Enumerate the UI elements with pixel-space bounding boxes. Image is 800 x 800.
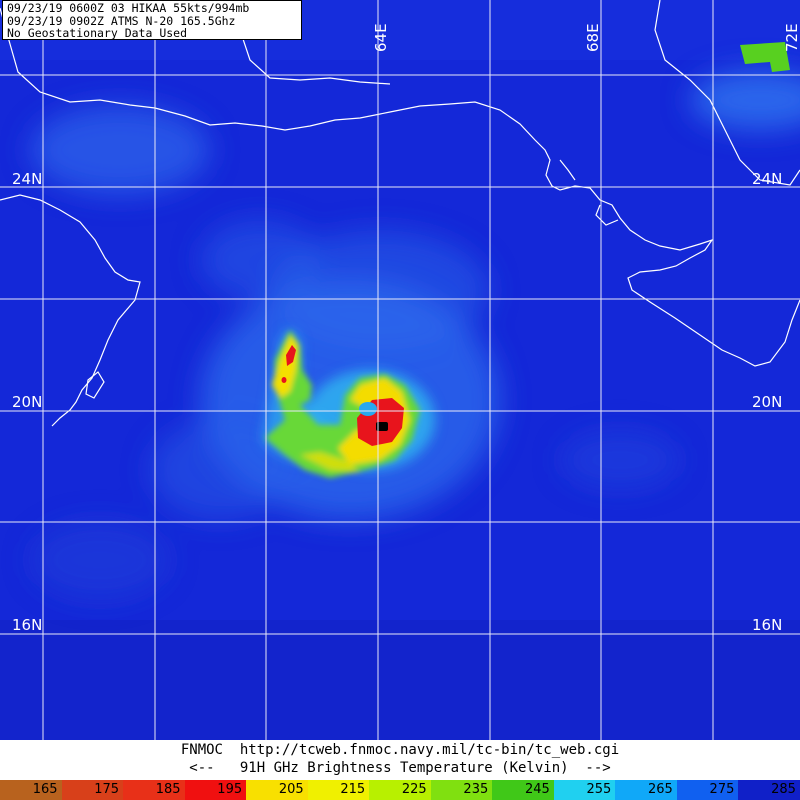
colorbar-segment: 225 [369, 780, 431, 800]
colorbar-label: 235 [463, 782, 489, 797]
storm-eye [376, 422, 388, 431]
background-bottom-band [0, 620, 800, 740]
colorbar-segment: 245 [492, 780, 554, 800]
latlon-grid [0, 0, 800, 740]
colorbar-segment: 205 [246, 780, 308, 800]
lat-label-24n-right: 24N [752, 170, 783, 188]
colorbar-segment: 265 [615, 780, 677, 800]
colorbar-label: 285 [771, 782, 796, 797]
lat-label-16n-right: 16N [752, 616, 783, 634]
map-canvas [0, 0, 800, 740]
colorbar: 165 175 185 195 205 215 225 235 245 255 265 275 285 [0, 780, 800, 800]
header-line-storm: 09/23/19 0600Z 03 HIKAA 55kts/994mb [7, 1, 250, 15]
header-info-box: 09/23/19 0600Z 03 HIKAA 55kts/994mb 09/2… [2, 0, 302, 40]
colorbar-segment: 165 [0, 780, 62, 800]
colorbar-label: 195 [217, 782, 243, 797]
colorbar-segment: 285 [738, 780, 800, 800]
header-line-geo: No Geostationary Data Used [7, 26, 188, 40]
lat-label-20n: 20N [12, 393, 43, 411]
colorbar-label: 245 [524, 782, 550, 797]
satellite-map: 24N 24N 20N 20N 16N 16N 64E 68E 72E 09/2… [0, 0, 800, 740]
colorbar-label: 275 [709, 782, 735, 797]
colorbar-label: 215 [340, 782, 366, 797]
lat-label-20n-right: 20N [752, 393, 783, 411]
colorbar-label: 165 [32, 782, 58, 797]
ne-convection [740, 42, 790, 72]
colorbar-label: 175 [94, 782, 120, 797]
storm-core [262, 330, 435, 478]
colorbar-label: 225 [401, 782, 427, 797]
colorbar-segment: 215 [307, 780, 370, 800]
footer-legend-title: <-- 91H GHz Brightness Temperature (Kelv… [189, 760, 611, 776]
colorbar-label: 255 [586, 782, 612, 797]
footer-source: FNMOC http://tcweb.fnmoc.navy.mil/tc-bin… [180, 742, 620, 758]
colorbar-segment: 255 [553, 780, 616, 800]
colorbar-label: 265 [648, 782, 673, 797]
colorbar-segment: 235 [430, 780, 493, 800]
lon-label-68e: 68E [584, 23, 602, 52]
lon-label-64e: 64E [372, 23, 390, 52]
colorbar-segment: 195 [184, 780, 247, 800]
colorbar-label: 205 [278, 782, 304, 797]
lat-label-16n: 16N [12, 616, 43, 634]
footer: FNMOC http://tcweb.fnmoc.navy.mil/tc-bin… [0, 740, 800, 780]
colorbar-segment: 175 [61, 780, 124, 800]
header-line-sensor: 09/23/19 0902Z ATMS N-20 165.5Ghz [7, 13, 236, 28]
colorbar-segment: 275 [676, 780, 739, 800]
lat-label-24n: 24N [12, 170, 43, 188]
lon-label-72e: 72E [783, 23, 800, 52]
colorbar-segment: 185 [123, 780, 185, 800]
colorbar-label: 185 [155, 782, 181, 797]
